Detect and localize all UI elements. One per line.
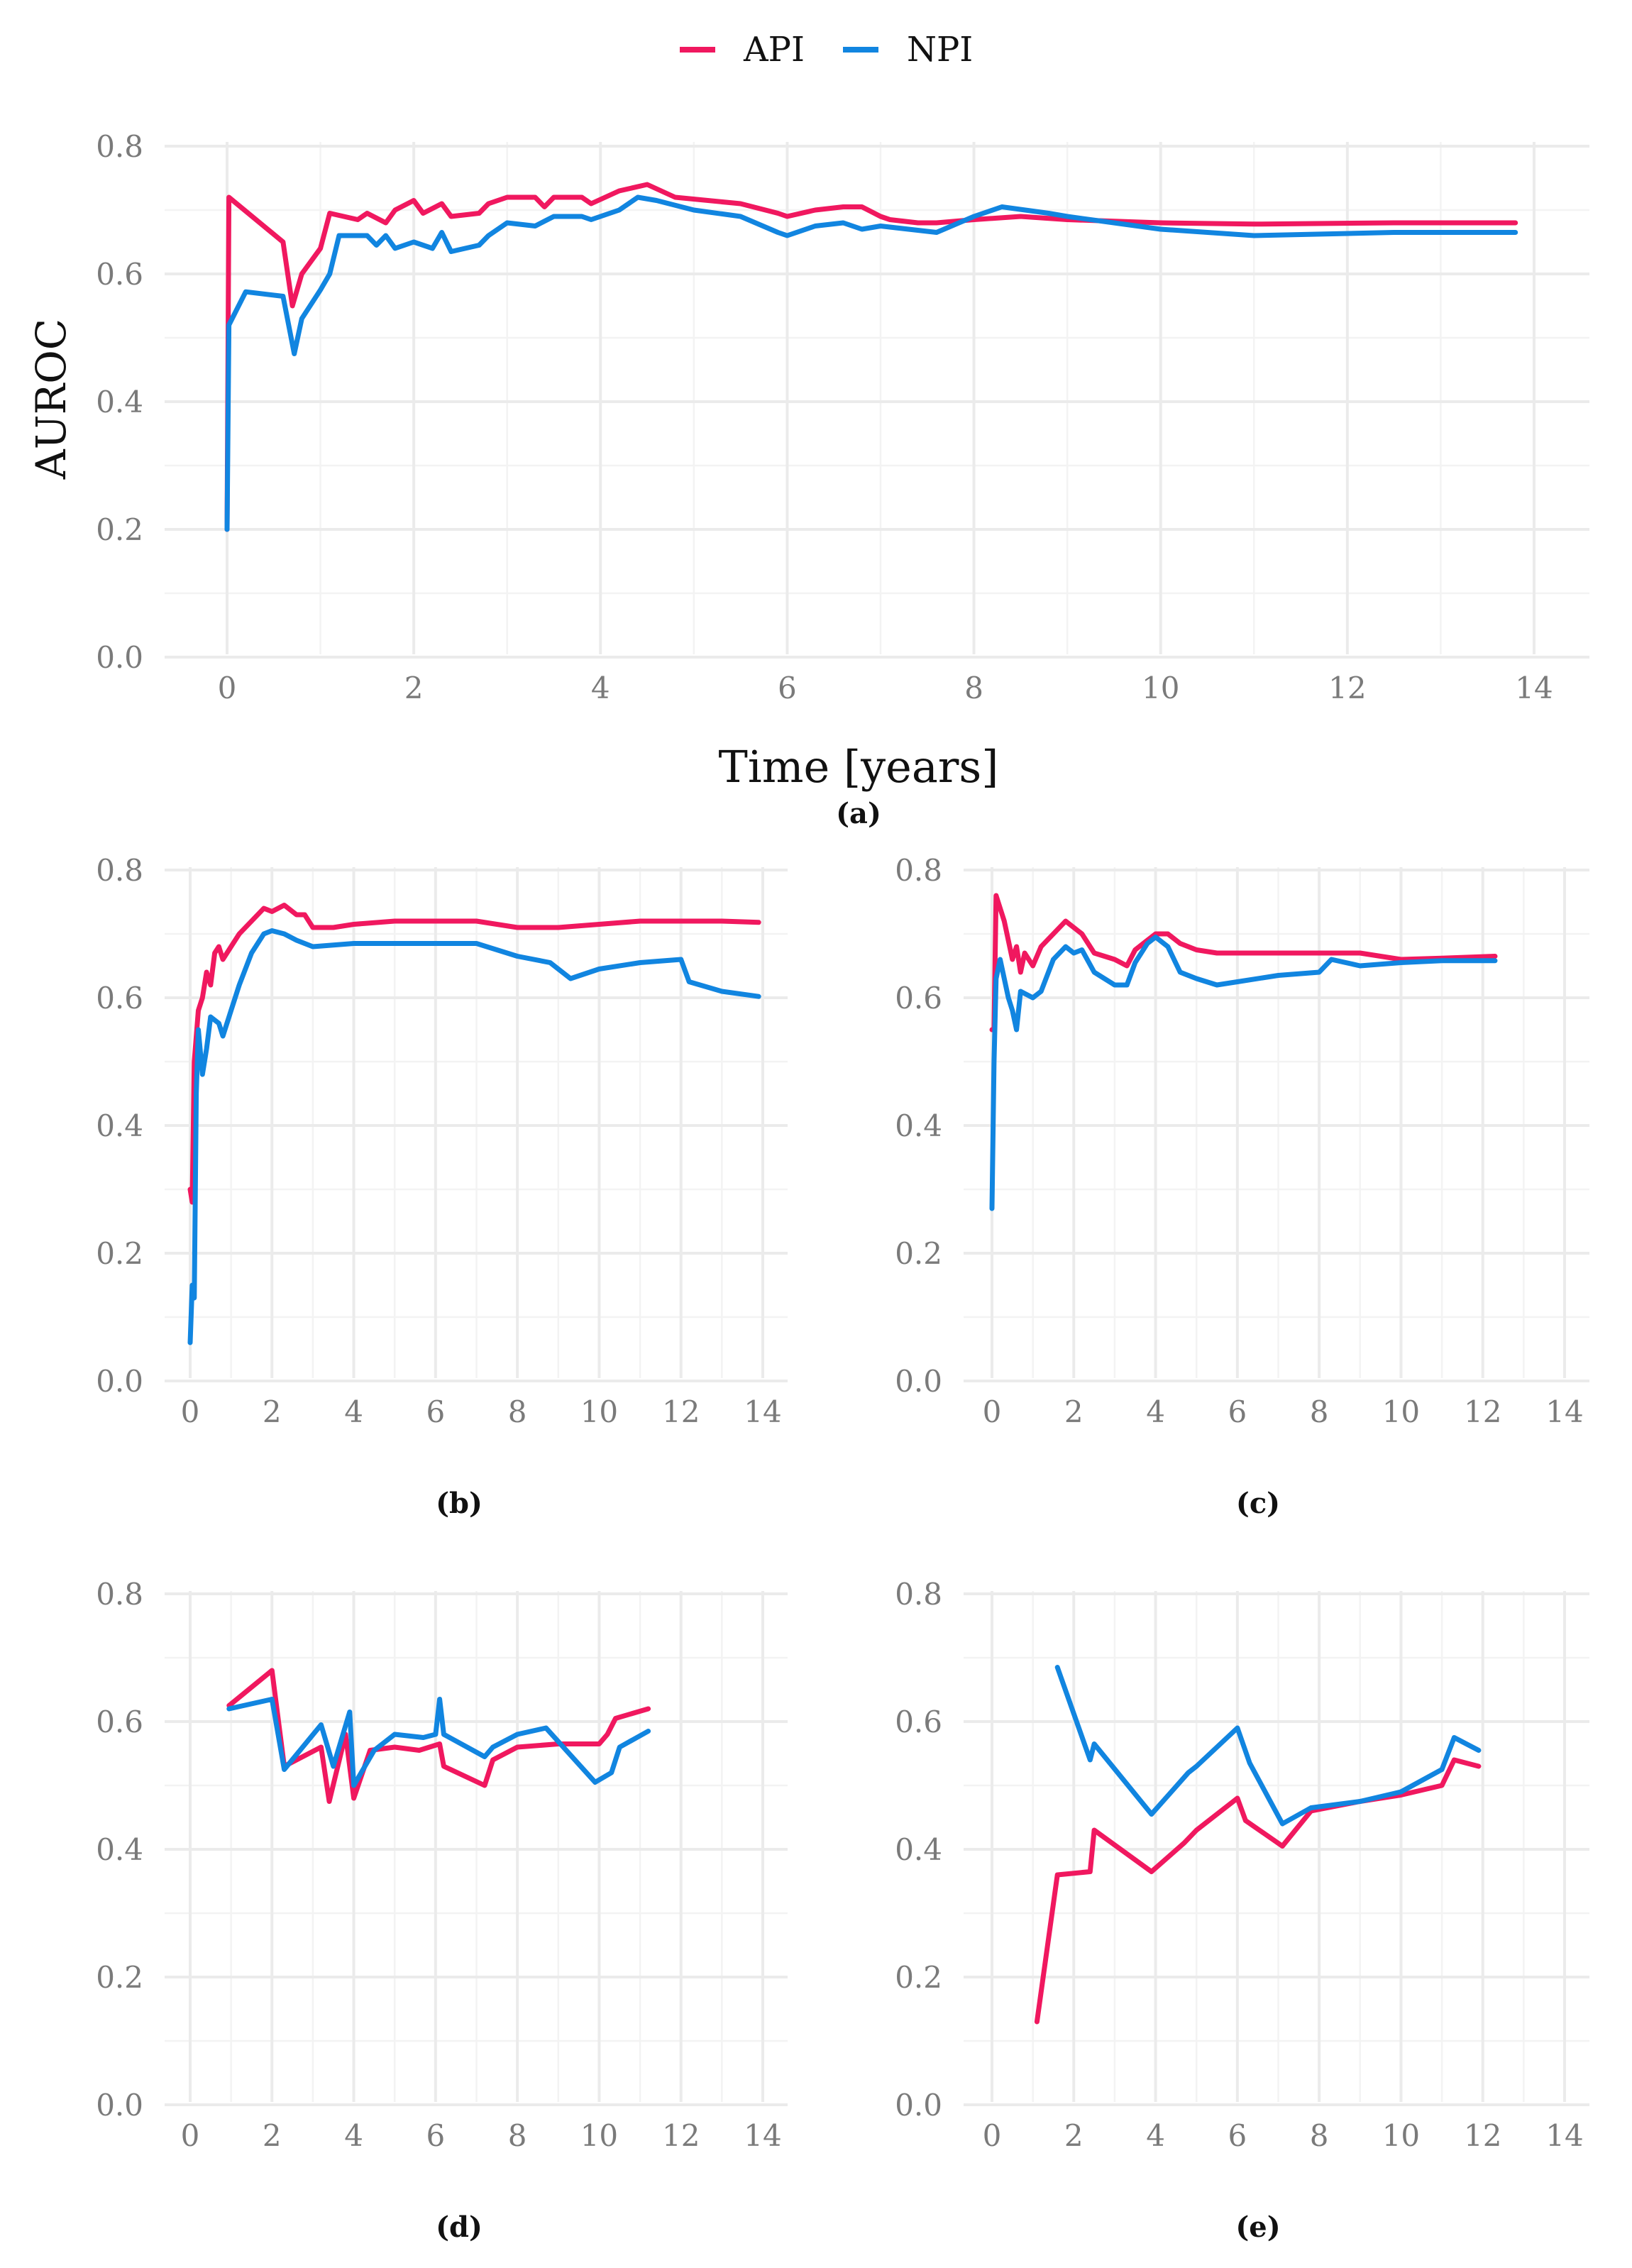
panel-a-x-tick-label: 6 xyxy=(778,671,797,705)
panel-d-y-tick-label: 0.2 xyxy=(96,1960,143,1995)
panel-d-x-tick-label: 10 xyxy=(580,2118,618,2153)
panel-c: 0 2 4 6 8 10 12 14 0.0 0.2 0.4 0.6 0.8 xyxy=(895,853,1589,1429)
panel-c-x-tick-label: 10 xyxy=(1382,1394,1420,1429)
panel-d-x-tick-label: 8 xyxy=(508,2118,527,2153)
panel-label-e: (e) xyxy=(1235,2211,1280,2244)
x-axis-title: Time [years] xyxy=(719,741,999,793)
panel-label-a: (a) xyxy=(836,797,881,830)
legend-label-npi: NPI xyxy=(907,30,973,70)
panel-a-x-tick-label: 2 xyxy=(404,671,424,705)
panel-e: 0 2 4 6 8 10 12 14 0.0 0.2 0.4 0.6 0.8 xyxy=(895,1577,1589,2153)
panel-c-y-tick-label: 0.8 xyxy=(895,853,942,888)
panel-a-y-tick-label: 0.8 xyxy=(96,129,143,164)
legend-label-api: API xyxy=(743,30,805,70)
panel-c-y-tick-label: 0.6 xyxy=(895,981,942,1015)
panel-b-series-api-line xyxy=(187,903,761,1205)
panel-d-x-tick-label: 4 xyxy=(344,2118,363,2153)
panel-b-x-tick-label: 6 xyxy=(426,1394,445,1429)
panel-c-x-tick-label: 14 xyxy=(1545,1394,1583,1429)
panel-c-x-tick-label: 0 xyxy=(983,1394,1002,1429)
panel-label-c: (c) xyxy=(1236,1487,1280,1520)
panel-b-x-tick-label: 12 xyxy=(662,1394,700,1429)
panel-a-y-tick-label: 0.0 xyxy=(96,640,143,675)
panel-b-y-tick-label: 0.2 xyxy=(96,1236,143,1271)
panel-c-y-tick-label: 0.2 xyxy=(895,1236,942,1271)
panel-b-x-tick-label: 8 xyxy=(508,1394,527,1429)
panel-d-x-tick-label: 0 xyxy=(181,2118,200,2153)
panel-b-y-tick-label: 0.4 xyxy=(96,1108,143,1143)
panel-c-y-tick-label: 0.0 xyxy=(895,1364,942,1399)
panel-a-series-api-line xyxy=(224,182,1518,532)
panel-d-y-tick-label: 0.6 xyxy=(96,1705,143,1739)
panel-d-x-tick-label: 12 xyxy=(662,2118,700,2153)
panel-e-x-tick-label: 10 xyxy=(1382,2118,1420,2153)
panel-e-y-tick-label: 0.4 xyxy=(895,1832,942,1867)
panel-b-series-npi-line xyxy=(187,928,761,1345)
panel-e-y-tick-label: 0.0 xyxy=(895,2088,942,2123)
panel-c-x-tick-label: 4 xyxy=(1146,1394,1165,1429)
panel-c-y-tick-label: 0.4 xyxy=(895,1108,942,1143)
panel-a-x-tick-label: 0 xyxy=(218,671,237,705)
panel-e-series-npi-line xyxy=(1054,1665,1482,1827)
panel-a-x-tick-label: 12 xyxy=(1328,671,1366,705)
y-axis-title: AUROC xyxy=(27,319,75,480)
panel-a-x-tick-label: 8 xyxy=(964,671,983,705)
panel-c-x-tick-label: 2 xyxy=(1064,1394,1084,1429)
panel-c-x-tick-label: 8 xyxy=(1310,1394,1329,1429)
panel-b-x-tick-label: 4 xyxy=(344,1394,363,1429)
panel-c-x-tick-label: 12 xyxy=(1464,1394,1501,1429)
panel-e-x-tick-label: 0 xyxy=(983,2118,1002,2153)
panel-a-y-tick-label: 0.4 xyxy=(96,385,143,419)
panel-c-x-tick-label: 6 xyxy=(1228,1394,1247,1429)
legend: API NPI xyxy=(680,30,973,70)
panel-e-x-tick-label: 4 xyxy=(1146,2118,1165,2153)
panel-b-x-tick-label: 0 xyxy=(181,1394,200,1429)
panel-e-x-tick-label: 2 xyxy=(1064,2118,1084,2153)
panel-a-x-tick-label: 4 xyxy=(591,671,610,705)
panel-e-series-api-line xyxy=(1034,1757,1482,2025)
panel-a: 0 2 4 6 8 10 12 14 0.0 0.2 0.4 0.6 0.8 xyxy=(96,129,1589,705)
panel-b-y-tick-label: 0.8 xyxy=(96,853,143,888)
panel-e-x-tick-label: 12 xyxy=(1464,2118,1501,2153)
panel-e-x-tick-label: 8 xyxy=(1310,2118,1329,2153)
panel-a-series-npi-line xyxy=(224,194,1518,532)
panel-d-y-tick-label: 0.4 xyxy=(96,1832,143,1867)
panel-e-y-tick-label: 0.6 xyxy=(895,1705,942,1739)
panel-b-y-tick-label: 0.0 xyxy=(96,1364,143,1399)
panel-e-y-tick-label: 0.8 xyxy=(895,1577,942,1612)
panel-b-x-tick-label: 2 xyxy=(263,1394,282,1429)
panel-label-d: (d) xyxy=(436,2211,483,2244)
panel-label-b: (b) xyxy=(436,1487,483,1520)
panel-d-series-npi-line xyxy=(226,1697,651,1788)
panel-a-x-tick-label: 14 xyxy=(1515,671,1553,705)
panel-e-x-tick-label: 14 xyxy=(1545,2118,1583,2153)
panel-d-y-tick-label: 0.8 xyxy=(96,1577,143,1612)
panel-d-x-tick-label: 2 xyxy=(263,2118,282,2153)
panel-b-x-tick-label: 14 xyxy=(744,1394,781,1429)
panel-d: 0 2 4 6 8 10 12 14 0.0 0.2 0.4 0.6 0.8 xyxy=(96,1577,788,2153)
panel-a-y-tick-label: 0.2 xyxy=(96,512,143,547)
panel-b-x-tick-label: 10 xyxy=(580,1394,618,1429)
panel-c-series-npi-line xyxy=(989,935,1498,1211)
panel-a-x-tick-label: 10 xyxy=(1142,671,1179,705)
panel-b: 0 2 4 6 8 10 12 14 0.0 0.2 0.4 0.6 0.8 xyxy=(96,853,788,1429)
panel-d-x-tick-label: 6 xyxy=(426,2118,445,2153)
panel-d-series-api-line xyxy=(226,1668,651,1804)
panel-c-series-api-line xyxy=(989,893,1498,1033)
panel-d-y-tick-label: 0.0 xyxy=(96,2088,143,2123)
panel-e-y-tick-label: 0.2 xyxy=(895,1960,942,1995)
panel-b-y-tick-label: 0.6 xyxy=(96,981,143,1015)
panel-e-x-tick-label: 6 xyxy=(1228,2118,1247,2153)
panel-a-y-tick-label: 0.6 xyxy=(96,257,143,292)
panel-d-x-tick-label: 14 xyxy=(744,2118,781,2153)
